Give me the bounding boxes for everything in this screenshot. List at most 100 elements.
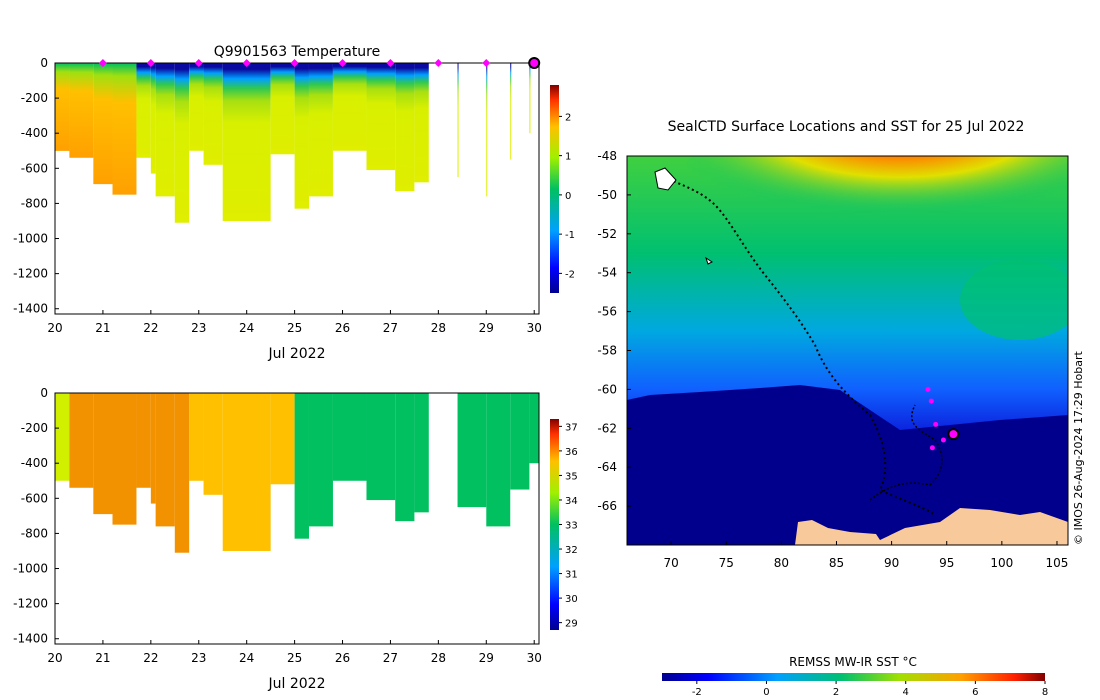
salinity-profile-column bbox=[270, 393, 295, 485]
x-tick-label: 26 bbox=[335, 651, 350, 665]
temperature-y-ticks: 0 -200 -400 -600 -800 -1000 -1200 -1400 bbox=[13, 56, 59, 316]
colorbar-tick-label: -2 bbox=[565, 269, 575, 280]
y-tick-label: -200 bbox=[21, 421, 48, 435]
sst-colorbar-tick-label: 0 bbox=[763, 687, 769, 698]
recent-surfacing-point bbox=[928, 398, 934, 404]
y-tick-label: -600 bbox=[21, 491, 48, 505]
x-tick-label: 30 bbox=[527, 321, 542, 335]
temperature-surface-markers bbox=[98, 57, 541, 69]
y-tick-label: -400 bbox=[21, 456, 48, 470]
y-tick-label: -400 bbox=[21, 126, 48, 140]
map-latitude-ticks: -48 -50 -52 -54 -56 -58 -60 -62 -64 -66 bbox=[597, 149, 631, 513]
lon-tick-label: 105 bbox=[1046, 556, 1069, 570]
sst-field bbox=[627, 156, 1068, 545]
colorbar-tick-label: 29 bbox=[565, 619, 578, 630]
colorbar-tick-label: 1 bbox=[565, 152, 571, 163]
temperature-profile-column bbox=[308, 63, 333, 197]
lat-tick-label: -56 bbox=[597, 305, 617, 319]
temperature-profile-column bbox=[222, 63, 271, 221]
lat-tick-label: -66 bbox=[597, 499, 617, 513]
salinity-profile-column bbox=[308, 393, 333, 527]
temperature-colorbar bbox=[550, 85, 559, 293]
salinity-profile-column bbox=[395, 393, 415, 522]
surface-marker bbox=[338, 59, 347, 67]
y-tick-label: -1000 bbox=[13, 232, 48, 246]
x-tick-label: 28 bbox=[431, 321, 446, 335]
x-tick-label: 25 bbox=[287, 651, 302, 665]
sst-colorbar-tick-label: 8 bbox=[1042, 687, 1048, 698]
recent-surfacing-point bbox=[929, 445, 935, 451]
y-tick-label: 0 bbox=[40, 56, 48, 70]
credit-text: © IMOS 26-Aug-2024 17:29 Hobart bbox=[1072, 351, 1085, 545]
salinity-profile-column bbox=[155, 393, 175, 527]
x-tick-label: 29 bbox=[479, 321, 494, 335]
temperature-profile-column bbox=[294, 63, 309, 209]
x-tick-label: 27 bbox=[383, 321, 398, 335]
salinity-profile-column bbox=[414, 393, 429, 513]
temperature-profile-column bbox=[155, 63, 175, 197]
y-tick-label: -1400 bbox=[13, 302, 48, 316]
salinity-x-ticks: 20 21 22 23 24 25 26 27 28 29 30 bbox=[47, 640, 542, 665]
y-tick-label: -200 bbox=[21, 91, 48, 105]
colorbar-tick-label: 37 bbox=[565, 422, 578, 433]
salinity-profile-column bbox=[294, 393, 309, 539]
lat-tick-label: -64 bbox=[597, 460, 617, 474]
temperature-profile-column bbox=[189, 63, 204, 151]
lat-tick-label: -50 bbox=[597, 188, 617, 202]
x-tick-label: 27 bbox=[383, 651, 398, 665]
sst-colorbar-tick-label: 2 bbox=[833, 687, 839, 698]
surface-marker bbox=[146, 59, 155, 67]
salinity-profile-column bbox=[510, 393, 530, 490]
colorbar-tick-label: 31 bbox=[565, 570, 578, 581]
x-tick-label: 22 bbox=[143, 651, 158, 665]
lat-tick-label: -52 bbox=[597, 227, 617, 241]
surface-marker bbox=[194, 59, 203, 67]
sst-map-chart: SealCTD Surface Locations and SST for 25… bbox=[597, 119, 1069, 698]
kerguelen-island bbox=[654, 167, 677, 191]
sst-colorbar bbox=[662, 673, 1045, 681]
surface-marker bbox=[98, 59, 107, 67]
x-tick-label: 28 bbox=[431, 651, 446, 665]
surface-marker bbox=[482, 59, 491, 67]
colorbar-tick-label: -1 bbox=[565, 230, 575, 241]
recent-surfacing-point bbox=[925, 386, 931, 392]
salinity-profile-column bbox=[529, 393, 539, 464]
temperature-profile-column bbox=[486, 63, 488, 197]
seal-track bbox=[659, 174, 936, 516]
lat-tick-label: -48 bbox=[597, 149, 617, 163]
recent-surfacing-point bbox=[940, 437, 946, 443]
temperature-profile-column bbox=[69, 63, 94, 158]
salinity-section-chart: 20 21 22 23 24 25 26 27 28 29 30 0 -200 -400 -600 -800… bbox=[13, 386, 578, 692]
y-tick-label: -1000 bbox=[13, 562, 48, 576]
temperature-profile-column bbox=[93, 63, 113, 185]
salinity-axes-frame bbox=[54, 392, 540, 645]
salinity-profile-column bbox=[457, 393, 487, 508]
x-tick-label: 30 bbox=[527, 651, 542, 665]
map-longitude-ticks: 70 75 80 85 90 95 100 105 bbox=[663, 541, 1068, 570]
temperature-profile-column bbox=[150, 63, 156, 174]
y-tick-label: -1200 bbox=[13, 267, 48, 281]
temperature-profile-column bbox=[395, 63, 415, 192]
colorbar-tick-label: 0 bbox=[565, 191, 571, 202]
salinity-colorbar bbox=[550, 419, 559, 630]
sst-colorbar-ticks: -2 0 2 4 6 8 bbox=[692, 681, 1048, 698]
x-tick-label: 21 bbox=[95, 651, 110, 665]
sst-cold-water bbox=[627, 385, 1068, 545]
surface-marker bbox=[434, 59, 443, 67]
temperature-profile-column bbox=[55, 63, 70, 151]
lon-tick-label: 85 bbox=[829, 556, 844, 570]
salinity-colorbar-ticks: 29 30 31 32 33 34 35 36 37 bbox=[559, 422, 578, 630]
lon-tick-label: 80 bbox=[774, 556, 789, 570]
x-tick-label: 25 bbox=[287, 321, 302, 335]
colorbar-tick-label: 33 bbox=[565, 521, 578, 532]
temperature-x-label: Jul 2022 bbox=[268, 346, 326, 362]
salinity-profile-column bbox=[136, 393, 151, 488]
salinity-profile-column bbox=[69, 393, 94, 488]
temperature-profile-column bbox=[510, 63, 512, 160]
seal-track-loop bbox=[869, 404, 943, 501]
salinity-profile-column bbox=[332, 393, 367, 481]
salinity-profile-column bbox=[93, 393, 113, 515]
salinity-profile-column bbox=[486, 393, 511, 527]
x-tick-label: 24 bbox=[239, 651, 254, 665]
